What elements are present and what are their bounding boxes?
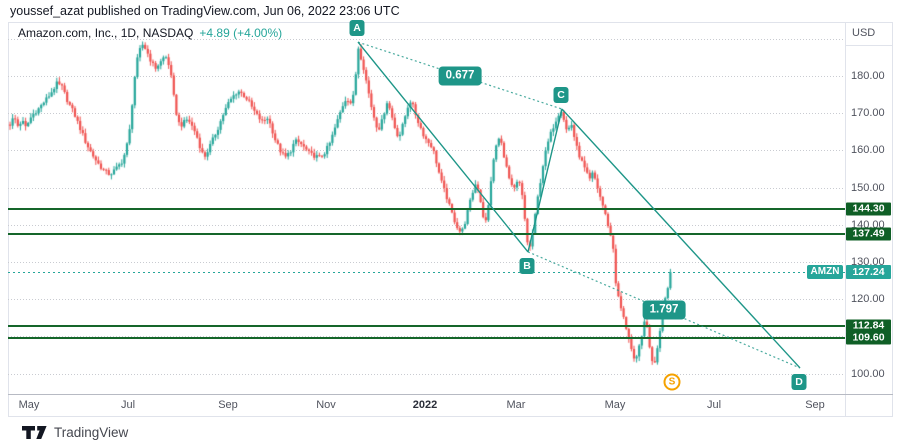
level-price-tag: 144.30 [846,202,891,216]
symbol-price-flag: AMZN [807,265,843,280]
pattern-point-label-A[interactable]: A [349,20,365,37]
price-tick-label: 150.00 [851,181,885,194]
level-price-tag: 109.60 [846,331,891,345]
usd-separator [845,45,893,46]
event-marker-s[interactable]: S [663,373,681,391]
last-price-line [8,272,845,273]
price-tick-label: 130.00 [851,255,885,268]
support-resistance-line[interactable] [8,208,845,210]
time-tick-label: May [18,399,40,411]
fib-ratio-label[interactable]: 0.677 [438,66,482,86]
price-change: +4.89 (+4.00%) [199,26,283,40]
fib-ratio-label[interactable]: 1.797 [642,300,686,320]
pattern-point-label-D[interactable]: D [791,373,807,390]
time-tick-label: May [604,399,626,411]
price-tick-label: 160.00 [851,144,885,157]
price-tick-label: 180.00 [851,69,885,82]
support-resistance-line[interactable] [8,325,845,327]
time-tick-label: Sep [805,399,825,411]
level-price-tag: 112.84 [846,319,891,333]
time-tick-label: Nov [316,399,336,411]
time-tick-label: Jul [120,399,136,411]
time-tick-label: Mar [506,399,526,411]
tradingview-logo-icon [22,425,47,439]
price-axis-separator [845,22,846,417]
time-tick-label: Jul [706,399,722,411]
price-tick-label: 170.00 [851,107,885,120]
tradingview-logo-text: TradingView [54,425,129,440]
currency-label: USD [852,27,876,39]
level-price-tag: 137.49 [846,227,891,241]
support-resistance-line[interactable] [8,337,845,339]
time-axis-separator [8,394,893,395]
time-tick-label: 2022 [412,399,438,411]
last-price-tag: 127.24 [846,265,891,280]
price-tick-label: 120.00 [851,293,885,306]
price-tick-label: 100.00 [851,367,885,380]
time-tick-label: Sep [218,399,238,411]
pattern-point-label-C[interactable]: C [553,87,569,104]
attribution-text: youssef_azat published on TradingView.co… [10,4,400,18]
chart-legend[interactable]: Amazon.com, Inc., 1D, NASDAQ +4.89 (+4.00… [18,26,282,40]
pattern-point-label-B[interactable]: B [519,257,535,274]
tradingview-branding[interactable]: TradingView [22,425,128,440]
support-resistance-line[interactable] [8,233,845,235]
symbol-title: Amazon.com, Inc., 1D, NASDAQ [18,26,194,40]
